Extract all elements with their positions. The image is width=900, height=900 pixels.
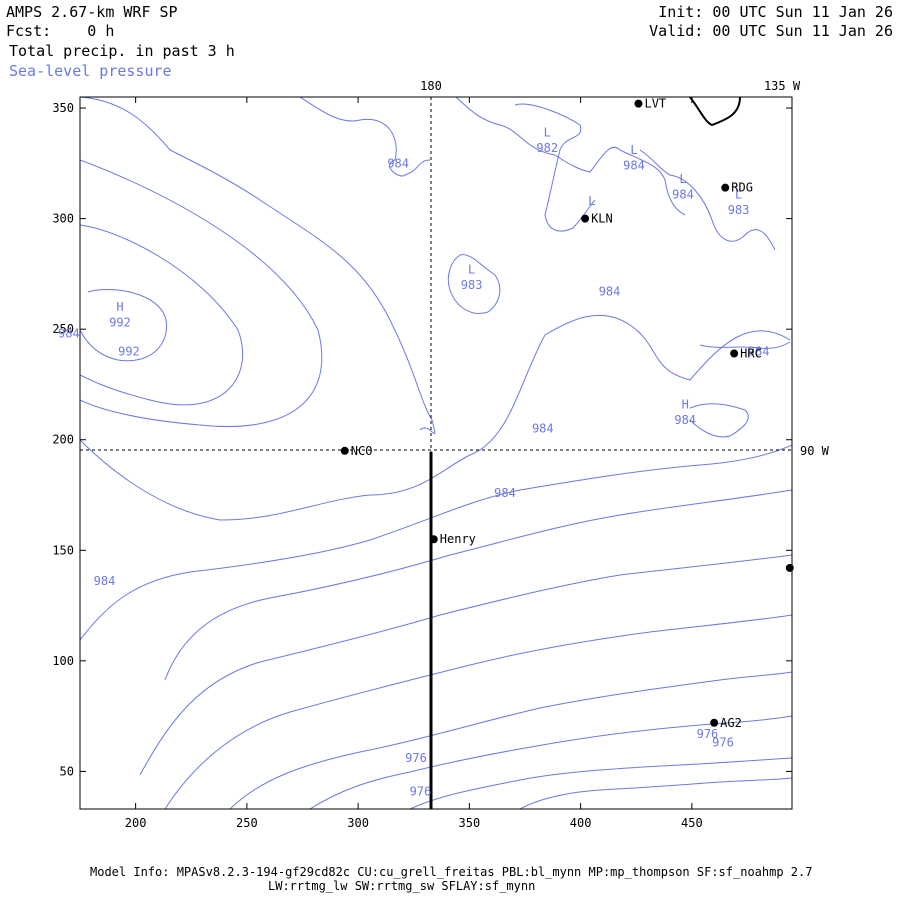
pressure-label: 984 — [94, 574, 116, 588]
pressure-label: 984 — [58, 327, 80, 341]
isobar-982 — [514, 103, 596, 232]
isobar-984-main — [80, 315, 791, 521]
top-label-135w: 135 W — [764, 79, 801, 93]
station-label: RDG — [731, 181, 753, 195]
isobar-984-north — [80, 97, 436, 435]
pressure-label: 976 — [410, 784, 432, 798]
isobar-983-island — [447, 254, 501, 314]
y-tick-label: 100 — [52, 654, 74, 668]
y-tick-label: 50 — [60, 764, 74, 778]
pressure-label: 982 — [536, 141, 558, 155]
station-dot — [634, 99, 643, 108]
isobar-992-inner — [80, 289, 167, 362]
pressure-label: 983 — [728, 203, 750, 217]
pressure-label: 984 — [674, 413, 696, 427]
pressure-label: 976 — [697, 727, 719, 741]
pressure-label: 976 — [712, 736, 734, 750]
isobar-972 — [309, 715, 792, 809]
top-label-180: 180 — [420, 79, 442, 93]
station-label: Henry — [440, 532, 476, 546]
station-dot — [429, 535, 438, 544]
pressure-label: 984 — [599, 285, 621, 299]
coastline — [689, 97, 741, 127]
plot-frame — [79, 96, 793, 810]
fcst-value: 0 h — [87, 22, 115, 40]
field-slp: Sea-level pressure — [9, 62, 172, 80]
station-dot — [710, 718, 719, 727]
isobar-984-coast — [299, 97, 431, 177]
pressure-label: 984 — [623, 159, 645, 173]
station-dot — [721, 183, 730, 192]
isobar-976b — [164, 614, 792, 809]
y-tick-label: 150 — [52, 543, 74, 557]
isobar-974 — [229, 671, 792, 809]
station-dot — [730, 349, 739, 358]
pressure-label: L — [630, 143, 637, 157]
isobar-980 — [80, 444, 792, 641]
pressure-label: L — [468, 262, 475, 276]
pressure-label: 984 — [387, 156, 409, 170]
pressure-label: 992 — [109, 316, 131, 330]
isobar-984-west — [80, 159, 323, 427]
y-tick-label: 200 — [52, 433, 74, 447]
x-tick-label: 300 — [347, 816, 369, 830]
station-label: HRC — [740, 346, 762, 360]
pressure-label: 992 — [118, 344, 140, 358]
footer-model-info: Model Info: MPASv8.2.3-194-gf29cd82c CU:… — [90, 865, 813, 879]
pressure-label: H — [682, 397, 689, 411]
isobar-983-east — [639, 149, 776, 251]
pressure-label: 984 — [532, 422, 554, 436]
forecast-hour: Fcst: 0 h — [6, 22, 114, 40]
station-dot — [581, 214, 590, 223]
x-tick-label: 350 — [459, 816, 481, 830]
pressure-label: 984 — [672, 187, 694, 201]
isobar-978 — [164, 489, 792, 681]
pressure-label: 983 — [461, 278, 483, 292]
station-dot — [340, 446, 349, 455]
right-label-90w: 90 W — [800, 444, 830, 458]
stations: LVT RDG KLN HRC NCO Henry AG2 — [340, 97, 794, 730]
pressure-label: 984 — [494, 486, 516, 500]
y-tick-label: 350 — [52, 101, 74, 115]
pressure-label: L — [735, 187, 742, 201]
fcst-label: Fcst: — [6, 22, 52, 40]
valid-time: Valid: 00 UTC Sun 11 Jan 26 — [649, 22, 893, 40]
isobar-970 — [409, 757, 792, 809]
pressure-label: 976 — [405, 751, 427, 765]
model-title: AMPS 2.67-km WRF SP — [6, 3, 178, 21]
station-label: KLN — [591, 212, 613, 226]
station-dot — [785, 563, 794, 572]
isobar-968 — [519, 777, 792, 809]
station-label: NCO — [351, 444, 373, 458]
footer-radiation: LW:rrtmg_lw SW:rrtmg_sw SFLAY:sf_mynn — [268, 879, 536, 893]
pressure-label: L — [679, 172, 686, 186]
x-tick-label: 450 — [681, 816, 703, 830]
y-tick-label: 300 — [52, 212, 74, 226]
x-tick-label: 250 — [236, 816, 258, 830]
pressure-label: L — [588, 194, 595, 208]
init-time: Init: 00 UTC Sun 11 Jan 26 — [658, 3, 893, 21]
x-tick-label: 200 — [125, 816, 147, 830]
pressure-label: 984 — [748, 344, 770, 358]
station-label: LVT — [644, 97, 666, 111]
isobar-984-bay — [455, 97, 686, 216]
x-tick-label: 400 — [570, 816, 592, 830]
isobar-976a — [139, 554, 792, 776]
isobar-988 — [80, 224, 243, 406]
contour-lines — [80, 97, 792, 809]
y-tick-label: 250 — [52, 322, 74, 336]
axis-ticks: 200 250 300 350 400 450 350 300 250 200 150 100 50 — [52, 97, 792, 830]
isobar-984-hrc — [699, 341, 791, 349]
field-precip: Total precip. in past 3 h — [9, 42, 235, 60]
pressure-label: L — [544, 125, 551, 139]
isobar-984-h — [689, 403, 749, 438]
pressure-label: H — [116, 300, 123, 314]
station-label: AG2 — [720, 716, 742, 730]
